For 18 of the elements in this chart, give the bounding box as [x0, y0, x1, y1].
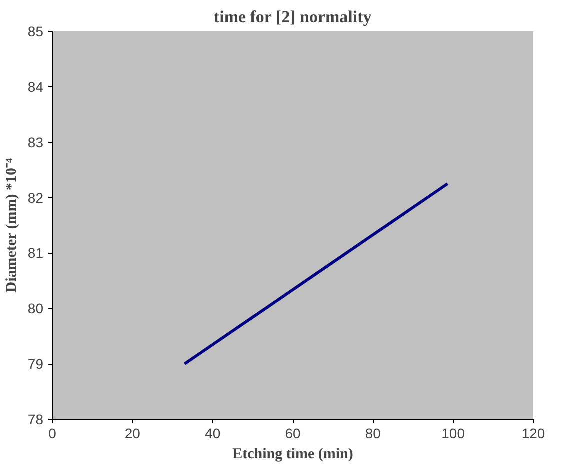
x-tick-label: 40 [205, 426, 221, 442]
x-tick-label: 60 [285, 426, 301, 442]
x-axis-title: Etching time (min) [232, 446, 354, 462]
y-tick-label: 80 [28, 300, 44, 317]
y-tick-label: 79 [28, 356, 44, 372]
x-tick-label: 0 [48, 426, 57, 442]
y-tick-label: 84 [28, 78, 44, 95]
y-tick-label: 81 [28, 245, 44, 262]
y-tick-label: 78 [28, 412, 44, 428]
x-tick-label: 120 [522, 426, 546, 442]
x-tick-label: 20 [124, 426, 141, 442]
y-tick-label: 83 [28, 134, 44, 150]
chart-title: time for [2] normality [214, 8, 372, 26]
y-tick-label: 85 [28, 24, 44, 40]
y-tick-label: 82 [28, 190, 44, 206]
y-axis-title: Diameter (mm) *10⁻⁴ [4, 158, 20, 293]
x-tick-label: 80 [365, 426, 382, 442]
x-tick-label: 100 [442, 426, 466, 442]
